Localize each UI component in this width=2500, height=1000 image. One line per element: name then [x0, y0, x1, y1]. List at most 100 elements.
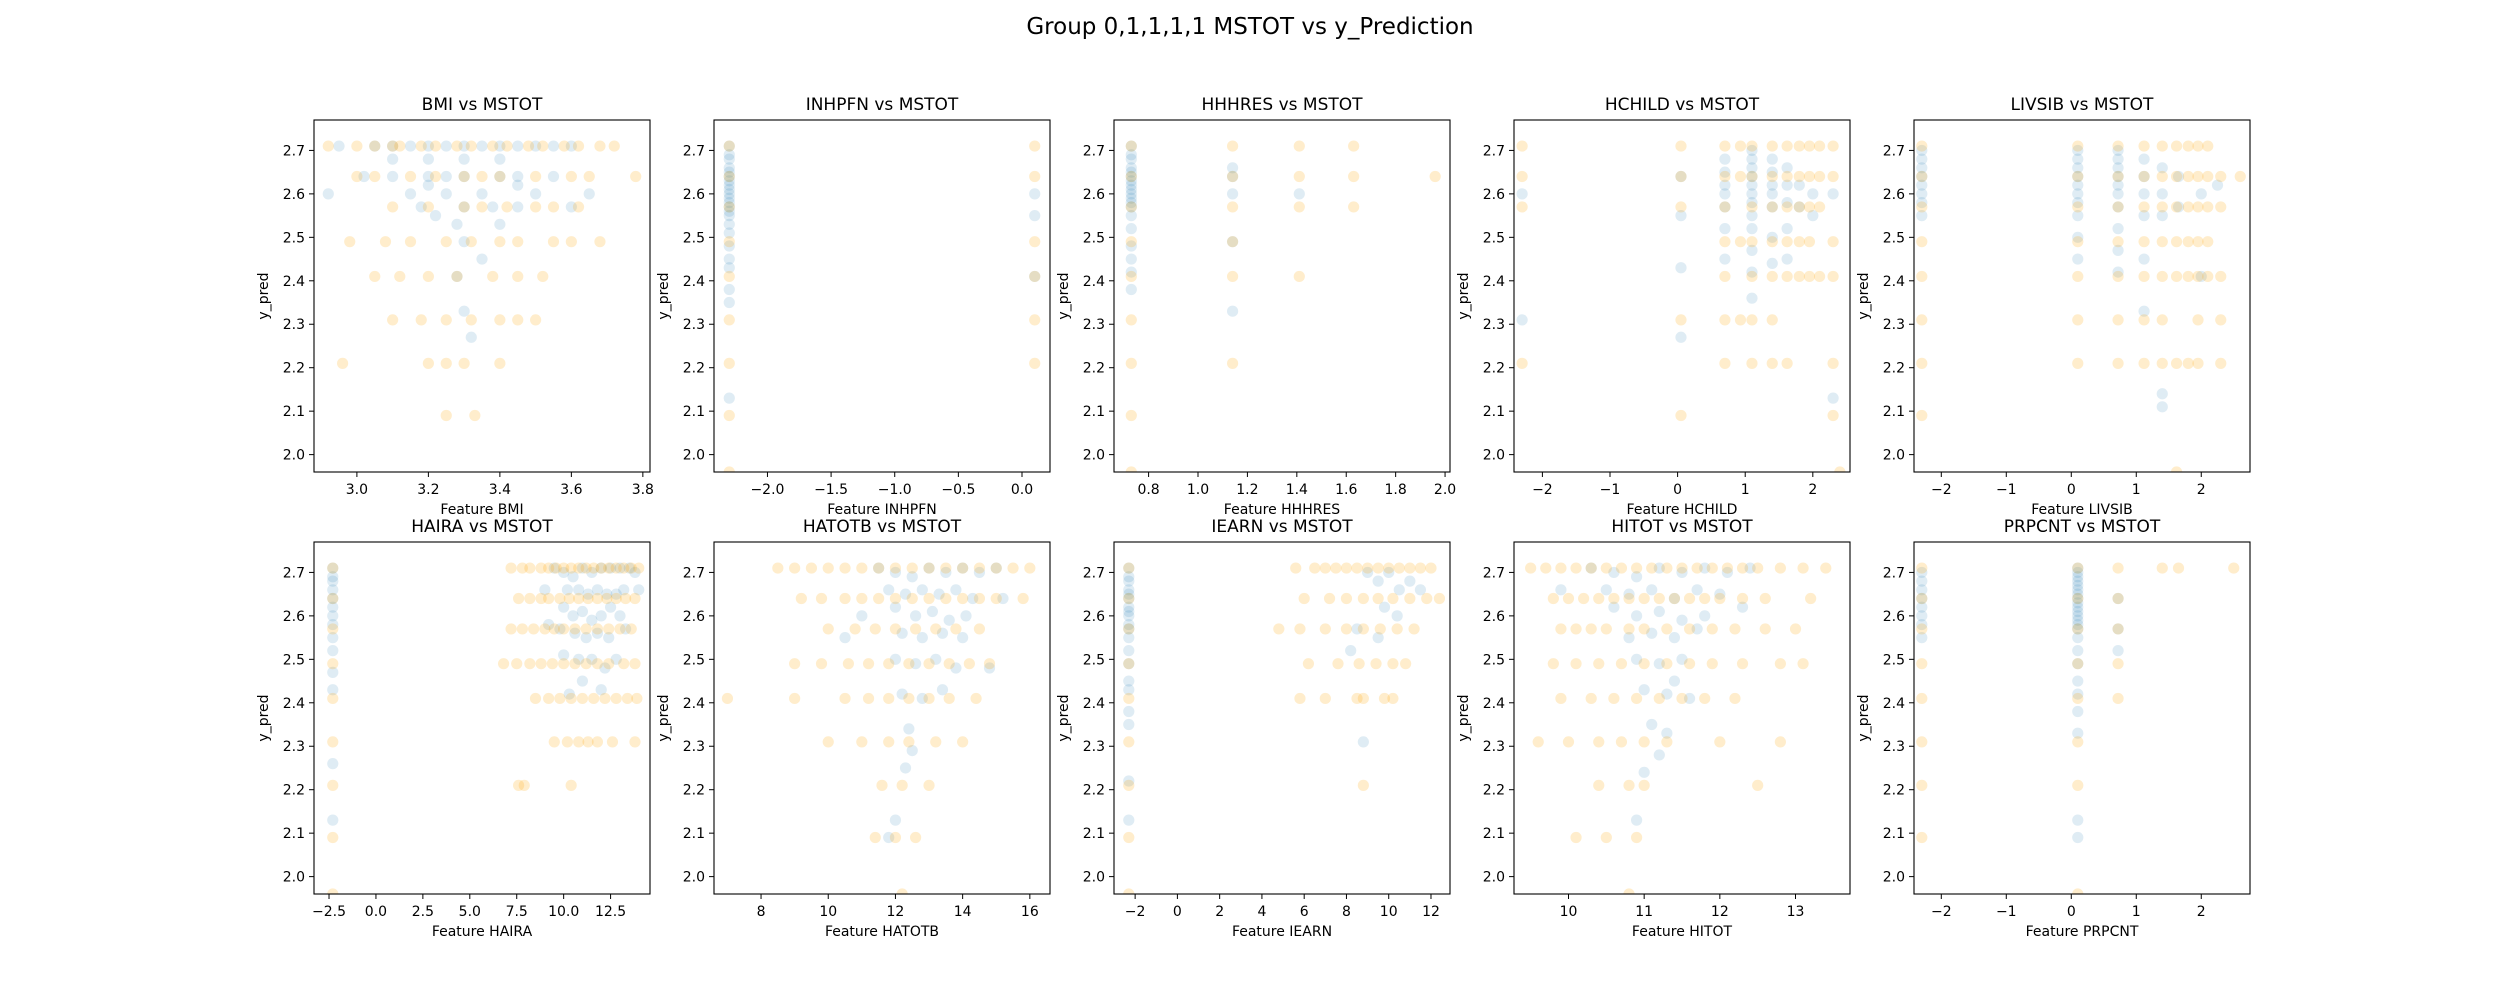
subplot-0: BMI vs MSTOT 3.0 3.2 3.4 3.6 3.8 2.0 2.1 2.2 2.3 2…	[256, 95, 654, 518]
scatter-point	[1916, 575, 1928, 587]
scatter-point	[960, 610, 972, 622]
scatter-point	[2182, 236, 2194, 248]
scatter-point	[789, 692, 801, 705]
scatter-point	[1570, 831, 1582, 844]
axes-frame	[1513, 541, 1851, 895]
scatter-point	[1766, 166, 1778, 178]
x-axis-label: Feature BMI	[440, 502, 523, 518]
scatter-point	[2182, 270, 2194, 283]
scatter-point	[1123, 692, 1135, 705]
scatter-point	[2195, 270, 2207, 283]
scatter-point	[327, 592, 339, 605]
scatter-point	[1600, 623, 1612, 635]
scatter-point	[565, 170, 577, 183]
scatter-point	[2182, 357, 2194, 369]
scatter-point	[594, 236, 606, 248]
scatter-point	[2170, 236, 2183, 248]
scatter-point	[558, 649, 570, 661]
scatter-point	[1293, 188, 1305, 200]
scatter-point	[1719, 179, 1731, 191]
scatter-point	[567, 571, 579, 583]
scatter-point	[2170, 140, 2183, 152]
scatter-point	[440, 140, 452, 152]
scatter-point	[595, 562, 607, 574]
scatter-point	[2072, 688, 2084, 700]
scatter-point	[1125, 223, 1137, 235]
scatter-point	[1719, 170, 1731, 183]
scatter-point	[1007, 562, 1019, 574]
scatter-point	[1226, 270, 1239, 283]
scatter-point	[1661, 736, 1673, 748]
scatter-point	[1766, 201, 1778, 213]
scatter-point	[599, 662, 611, 674]
scatter-point	[2156, 162, 2168, 174]
scatter-point	[494, 218, 506, 230]
scatter-point	[1781, 196, 1793, 209]
scatter-point	[723, 162, 735, 174]
scatter-point	[1393, 584, 1405, 596]
scatter-point	[1330, 562, 1342, 574]
axes-frame	[713, 119, 1051, 473]
y-tick-label: 2.3	[1083, 739, 1105, 755]
scatter-point	[1827, 170, 1839, 183]
scatter-point	[512, 201, 524, 213]
scatter-point	[1699, 592, 1711, 605]
scatter-point	[2170, 170, 2183, 183]
scatter-point	[2072, 270, 2084, 283]
scatter-point	[1734, 170, 1747, 183]
points-group	[1916, 562, 2240, 894]
scatter-point	[1123, 618, 1135, 631]
x-tick-label: −1	[1996, 904, 2017, 920]
scatter-point	[936, 684, 949, 696]
scatter-point	[1226, 170, 1239, 183]
x-tick-label: 10	[819, 904, 837, 920]
scatter-point	[1699, 692, 1711, 705]
scatter-point	[2202, 201, 2214, 213]
y-tick-label: 2.4	[1083, 274, 1105, 290]
scatter-point	[1125, 201, 1137, 213]
scatter-point	[1719, 253, 1731, 265]
scatter-point	[535, 562, 547, 574]
y-tick-label: 2.0	[1483, 448, 1505, 464]
x-tick-label: 3.2	[417, 482, 439, 498]
scatter-point	[1226, 357, 1239, 369]
x-tick-label: 1.8	[1385, 482, 1407, 498]
scatter-point	[1916, 162, 1928, 174]
x-tick-label: 16	[1021, 904, 1039, 920]
scatter-point	[1123, 645, 1135, 657]
scatter-point	[2156, 357, 2168, 369]
scatter-point	[1414, 584, 1427, 596]
scatter-point	[582, 736, 594, 748]
scatter-point	[539, 584, 551, 596]
scatter-point	[1759, 592, 1771, 605]
scatter-point	[494, 153, 506, 165]
scatter-point	[494, 314, 506, 326]
scatter-point	[1736, 562, 1749, 574]
scatter-point	[957, 562, 969, 574]
y-tick-label: 2.7	[1883, 565, 1905, 581]
scatter-point	[1125, 166, 1137, 178]
x-tick-label: −2	[1532, 482, 1553, 498]
scatter-point	[2156, 170, 2168, 183]
scatter-point	[625, 562, 637, 574]
scatter-point	[721, 692, 734, 705]
scatter-point	[903, 736, 915, 748]
scatter-point	[889, 592, 902, 605]
scatter-point	[1916, 201, 1928, 213]
scatter-point	[1676, 614, 1688, 626]
scatter-point	[1916, 170, 1928, 183]
scatter-point	[1646, 584, 1658, 596]
scatter-point	[1766, 179, 1778, 191]
scatter-point	[1813, 170, 1826, 183]
scatter-point	[997, 592, 1009, 605]
subplot-title: HAIRA vs MSTOT	[411, 517, 553, 537]
scatter-point	[2211, 179, 2224, 191]
scatter-point	[1293, 201, 1305, 213]
scatter-point	[723, 170, 735, 183]
scatter-point	[1638, 736, 1650, 748]
scatter-point	[1226, 162, 1239, 174]
scatter-point	[2192, 270, 2204, 283]
scatter-point	[618, 584, 630, 596]
scatter-point	[2215, 357, 2227, 369]
scatter-point	[2202, 170, 2214, 183]
